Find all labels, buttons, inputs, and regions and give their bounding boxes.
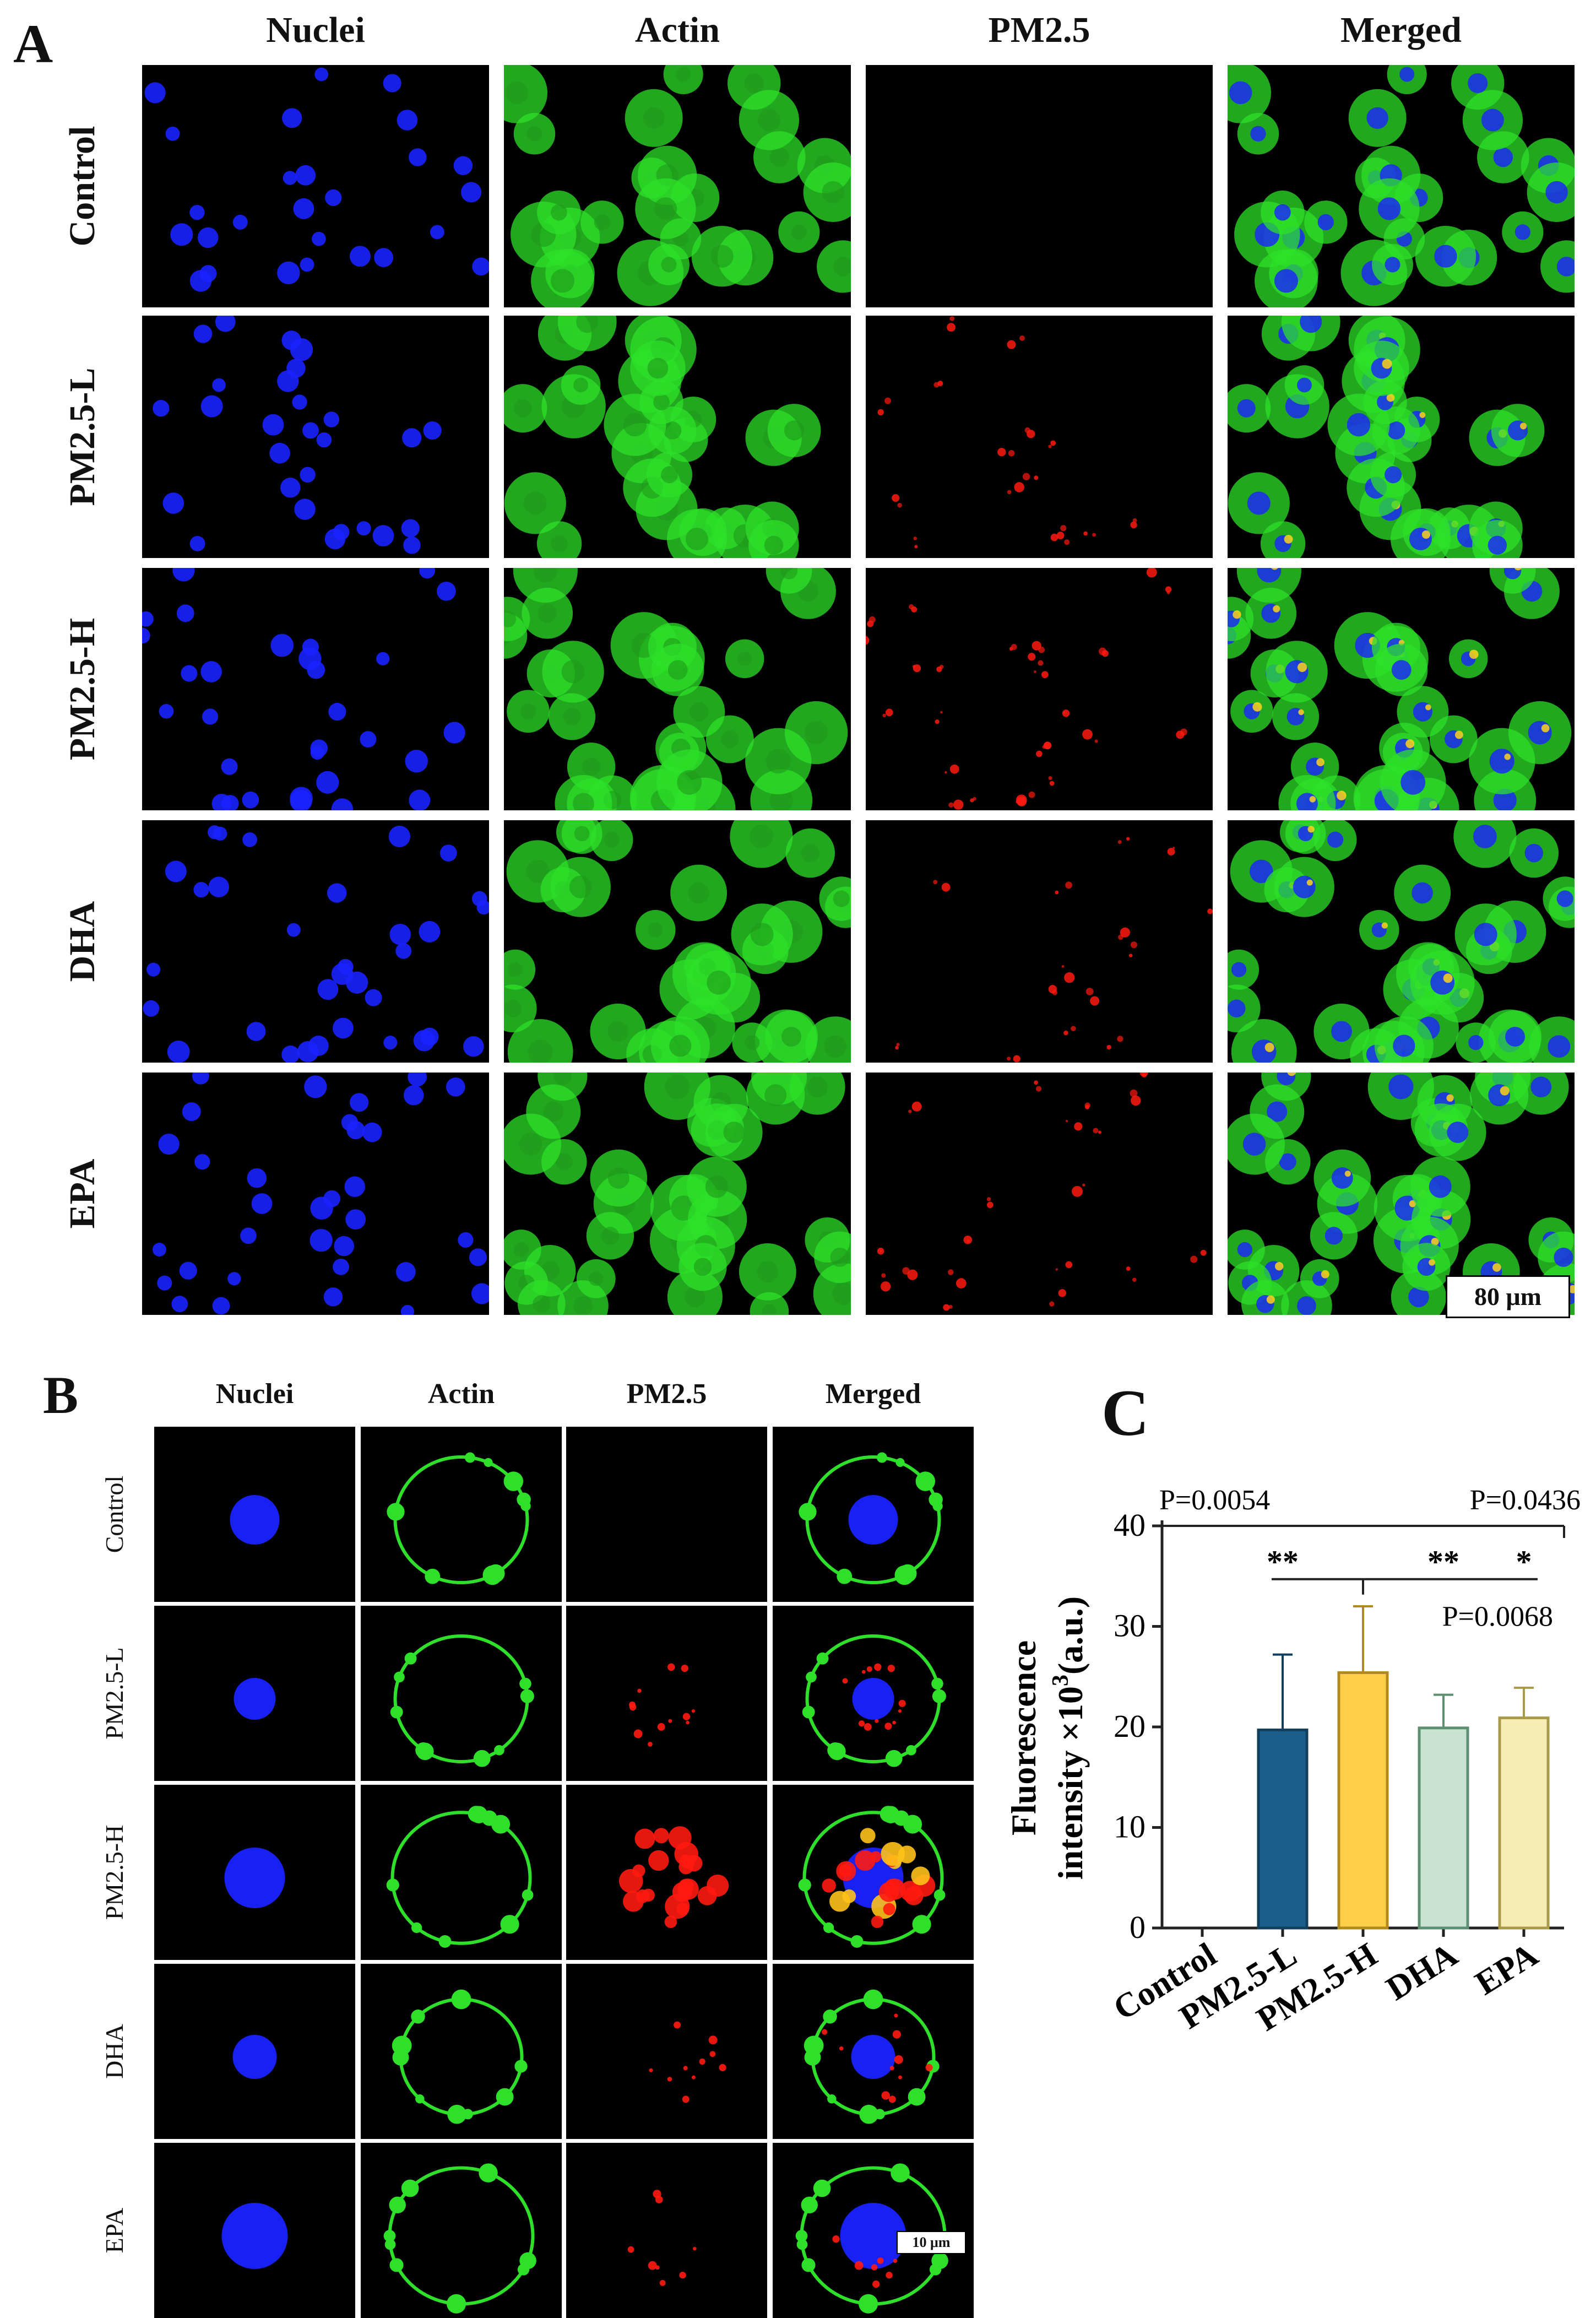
y-tick-label: 0 xyxy=(1130,1909,1146,1945)
micrograph-b-pm25-l-nuclei xyxy=(154,1606,355,1781)
micrograph-b-pm25-h-pm25 xyxy=(566,1785,767,1960)
micrograph-b-control-pm25 xyxy=(566,1427,767,1602)
micrograph-b-dha-nuclei xyxy=(154,1964,355,2139)
panel-b-column-header: Actin xyxy=(361,1380,562,1409)
micrograph-b-pm25-h-nuclei xyxy=(154,1785,355,1960)
panel-a-row-label: PM2.5-L xyxy=(64,367,101,506)
p-value-control: P=0.0054 xyxy=(1159,1485,1270,1516)
micrograph-b-pm25-l-pm25 xyxy=(566,1606,767,1781)
micrograph-b-dha-pm25 xyxy=(566,1964,767,2139)
micrograph-a-pm25-h-pm25 xyxy=(866,568,1213,810)
micrograph-a-pm25-h-nuclei xyxy=(142,568,489,810)
y-tick-label: 40 xyxy=(1114,1507,1146,1543)
micrograph-a-pm25-h-actin xyxy=(504,568,851,810)
micrograph-b-epa-merged xyxy=(773,2143,974,2318)
micrograph-b-control-merged xyxy=(773,1427,974,1602)
micrograph-b-pm25-l-merged xyxy=(773,1606,974,1781)
micrograph-b-pm25-h-actin xyxy=(361,1785,562,1960)
micrograph-a-control-merged xyxy=(1228,65,1575,307)
bar xyxy=(1419,1728,1468,1928)
panel-c-label: C xyxy=(1101,1380,1149,1446)
panel-b-row-label: PM2.5-L xyxy=(102,1647,127,1739)
micrograph-b-dha-actin xyxy=(361,1964,562,2139)
x-tick-label: DHA xyxy=(1380,1936,1464,2008)
micrograph-b-control-actin xyxy=(361,1427,562,1602)
panel-a-row-label: PM2.5-H xyxy=(64,618,101,760)
panel-b-label: B xyxy=(43,1369,78,1422)
y-tick-label: 20 xyxy=(1114,1708,1146,1744)
micrograph-a-control-pm25 xyxy=(866,65,1213,307)
panel-b-row-label: PM2.5-H xyxy=(102,1825,127,1920)
panel-b-column-header: PM2.5 xyxy=(566,1380,767,1409)
y-axis-label-line2: intensity ×103(a.u.) xyxy=(1048,1596,1090,1880)
micrograph-a-pm25-l-merged xyxy=(1228,316,1575,558)
panel-b-row-label: EPA xyxy=(102,2208,127,2254)
panel-a-column-header: Actin xyxy=(504,12,851,48)
x-tick-label: EPA xyxy=(1469,1936,1544,2002)
micrograph-a-epa-pm25 xyxy=(866,1073,1213,1315)
panel-b-column-header: Merged xyxy=(773,1380,974,1409)
micrograph-a-epa-nuclei xyxy=(142,1073,489,1315)
micrograph-a-dha-nuclei xyxy=(142,820,489,1063)
micrograph-b-pm25-h-merged xyxy=(773,1785,974,1960)
panel-a-scale-bar: 80 μm xyxy=(1446,1275,1570,1318)
p-value-epa: P=0.0436 xyxy=(1470,1485,1581,1516)
micrograph-b-dha-merged xyxy=(773,1964,974,2139)
panel-a-column-header: PM2.5 xyxy=(866,12,1213,48)
micrograph-a-dha-actin xyxy=(504,820,851,1063)
micrograph-a-pm25-l-nuclei xyxy=(142,316,489,558)
panel-b-row-label: DHA xyxy=(102,2024,127,2079)
panel-a-column-header: Nuclei xyxy=(142,12,489,48)
micrograph-a-control-actin xyxy=(504,65,851,307)
micrograph-b-epa-nuclei xyxy=(154,2143,355,2318)
panel-a-row-label: Control xyxy=(64,126,101,247)
micrograph-a-dha-merged xyxy=(1228,820,1575,1063)
micrograph-a-epa-actin xyxy=(504,1073,851,1315)
panel-a-column-header: Merged xyxy=(1228,12,1575,48)
y-axis-label-line1: Fluorescence xyxy=(1004,1640,1043,1835)
micrograph-a-control-nuclei xyxy=(142,65,489,307)
micrograph-b-epa-pm25 xyxy=(566,2143,767,2318)
bar xyxy=(1339,1672,1387,1928)
panel-b-row-label: Control xyxy=(102,1476,127,1553)
panel-b-scale-bar: 10 μm xyxy=(897,2231,966,2254)
panel-b-column-header: Nuclei xyxy=(154,1380,355,1409)
micrograph-b-epa-actin xyxy=(361,2143,562,2318)
micrograph-b-pm25-l-actin xyxy=(361,1606,562,1781)
bar xyxy=(1500,1718,1548,1928)
micrograph-a-dha-pm25 xyxy=(866,820,1213,1063)
panel-a-row-label: DHA xyxy=(64,901,101,982)
panel-a-label: A xyxy=(13,17,53,72)
y-tick-label: 30 xyxy=(1114,1608,1146,1644)
significance-marker: * xyxy=(1516,1544,1532,1580)
significance-marker: ** xyxy=(1267,1544,1299,1580)
micrograph-a-pm25-l-pm25 xyxy=(866,316,1213,558)
micrograph-a-pm25-h-merged xyxy=(1228,568,1575,810)
significance-marker: ** xyxy=(1427,1544,1459,1580)
y-tick-label: 10 xyxy=(1114,1809,1146,1845)
micrograph-a-pm25-l-actin xyxy=(504,316,851,558)
panel-a-row-label: EPA xyxy=(64,1158,101,1228)
bar xyxy=(1258,1730,1307,1928)
p-value-dha: P=0.0068 xyxy=(1442,1601,1553,1633)
micrograph-b-control-nuclei xyxy=(154,1427,355,1602)
